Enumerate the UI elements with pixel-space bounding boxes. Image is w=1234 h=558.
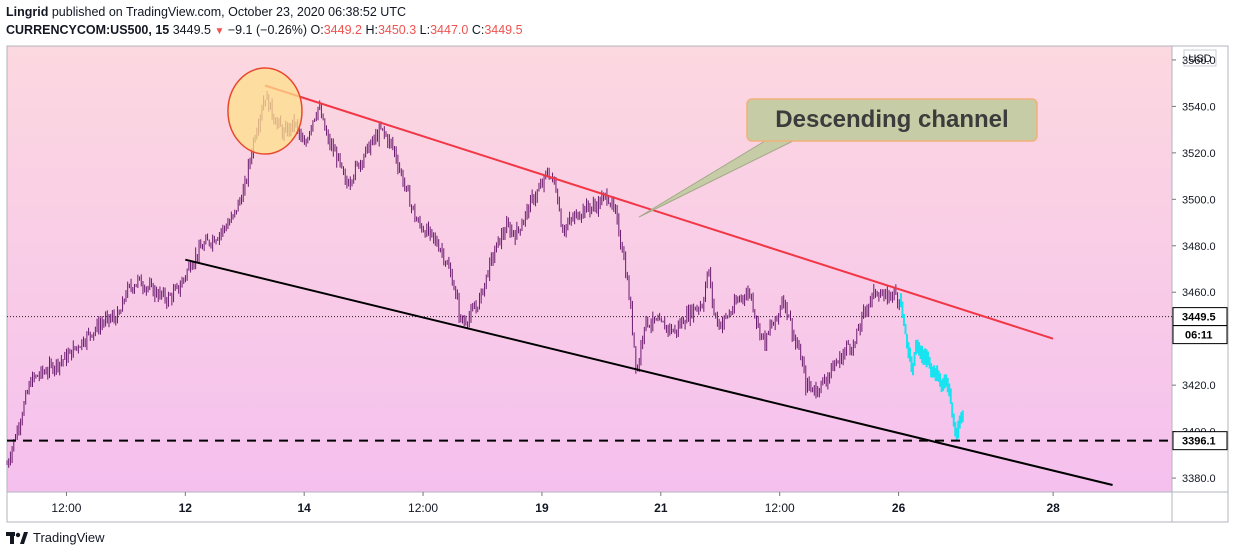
x-tick-label: 14 <box>298 501 312 515</box>
symbol-name[interactable]: CURRENCYCOM:US500, 15 <box>6 23 170 37</box>
tradingview-logo-icon <box>6 531 28 544</box>
x-tick-label: 12:00 <box>51 501 81 515</box>
open-label: O: <box>310 23 324 37</box>
x-tick-label: 21 <box>654 501 668 515</box>
lower-trendline[interactable] <box>185 258 1113 487</box>
price-change: −9.1 (−0.26%) <box>227 23 308 37</box>
high-value: 3450.3 <box>377 23 417 37</box>
support-price-tag <box>1172 431 1228 451</box>
publish-info: Lingrid published on TradingView.com, Oc… <box>6 5 406 19</box>
footer-brand-text: TradingView <box>33 530 105 545</box>
currency-box <box>1183 49 1217 67</box>
close-value: 3449.5 <box>484 23 523 37</box>
last-price: 3449.5 <box>172 23 211 37</box>
open-value: 3449.2 <box>323 23 362 37</box>
y-tick-label: 3540.0 <box>1182 101 1216 113</box>
y-tick-label: 3460.0 <box>1182 287 1216 299</box>
y-tick-label: 3500.0 <box>1182 194 1216 206</box>
y-tick-label: 3380.0 <box>1182 473 1216 485</box>
y-tick-label: 3420.0 <box>1182 380 1216 392</box>
low-value: 3447.0 <box>430 23 469 37</box>
callout-text: Descending channel <box>775 106 1008 133</box>
low-label: L: <box>419 23 431 37</box>
peak-marker[interactable] <box>227 67 303 155</box>
last-price-label: 3449.5 <box>1182 312 1216 324</box>
y-tick-label: 3480.0 <box>1182 241 1216 253</box>
chart-frame <box>6 45 1229 523</box>
countdown-label: 06:11 <box>1185 330 1213 342</box>
currency-label: USD <box>1188 53 1211 65</box>
down-arrow-icon: ▼ <box>214 26 225 37</box>
support-price-label: 3396.1 <box>1182 436 1216 448</box>
y-tick-label: 3560.0 <box>1182 55 1216 67</box>
footer-brand: TradingView <box>6 530 105 545</box>
y-tick-label: 3520.0 <box>1182 148 1216 160</box>
x-tick-label: 28 <box>1046 501 1060 515</box>
x-tick-label: 19 <box>535 501 549 515</box>
close-label: C: <box>471 23 485 37</box>
author-name: Lingrid <box>6 5 49 19</box>
x-tick-label: 12 <box>179 501 193 515</box>
x-tick-label: 12:00 <box>765 501 795 515</box>
high-label: H: <box>365 23 378 37</box>
countdown-tag <box>1172 325 1228 345</box>
published-text: published on TradingView.com, October 23… <box>51 5 407 19</box>
upper-trendline[interactable] <box>264 84 1054 340</box>
x-tick-label: 26 <box>892 501 906 515</box>
x-tick-label: 12:00 <box>408 501 438 515</box>
callout-box[interactable] <box>746 98 1038 142</box>
symbol-info-bar: CURRENCYCOM:US500, 15 3449.5 ▼ −9.1 (−0.… <box>6 23 523 37</box>
